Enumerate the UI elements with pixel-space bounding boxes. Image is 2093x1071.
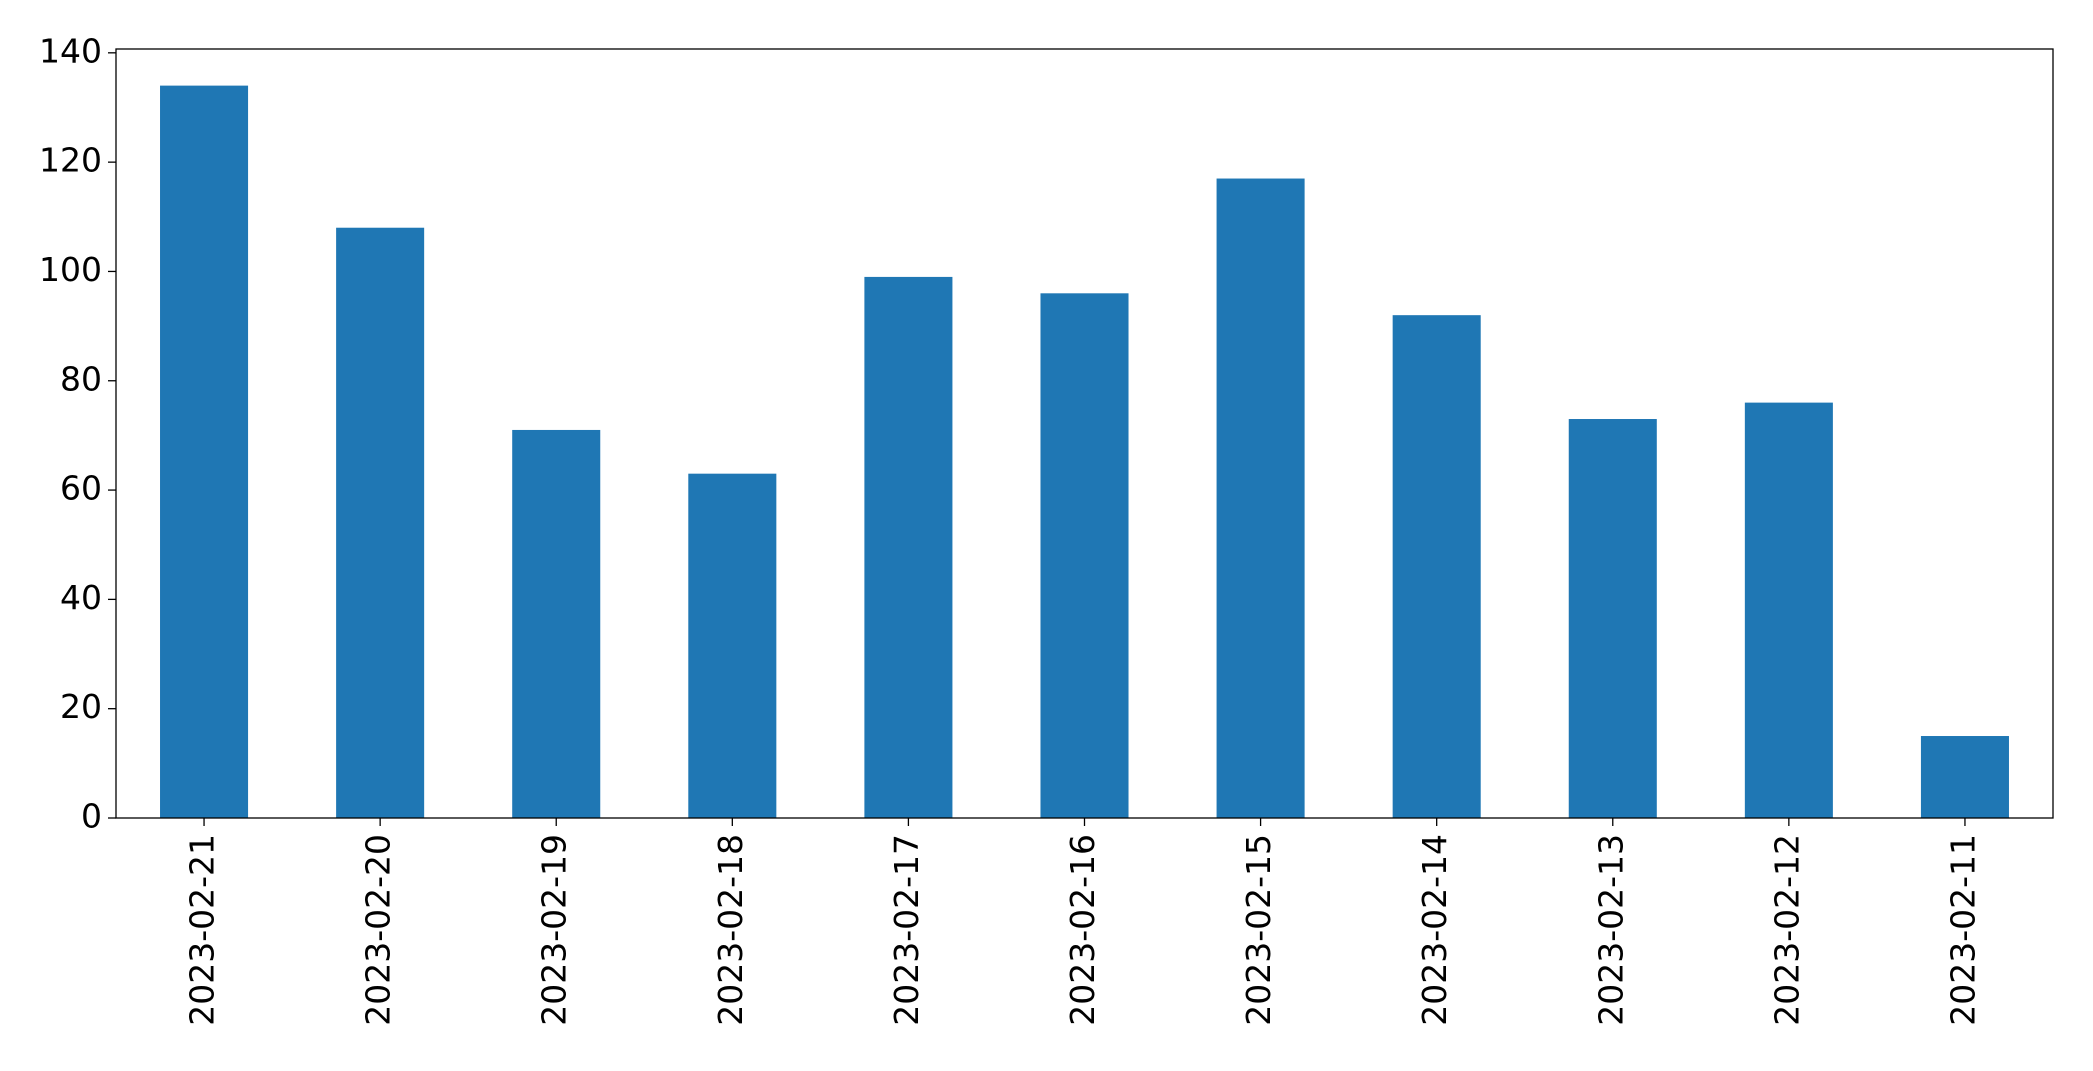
- bar: [336, 227, 425, 819]
- bar: [1392, 315, 1481, 818]
- x-tick-label: 2023-02-21: [183, 834, 222, 1026]
- bar: [1040, 293, 1129, 818]
- bar: [1216, 178, 1305, 818]
- x-tick-label: 2023-02-18: [711, 834, 750, 1026]
- x-tick-label: 2023-02-15: [1239, 834, 1278, 1026]
- y-tick-label: 80: [60, 359, 102, 398]
- bar: [1920, 736, 2009, 818]
- y-tick-label: 40: [60, 578, 102, 617]
- x-tick-label: 2023-02-12: [1767, 834, 1806, 1026]
- bar: [512, 429, 601, 818]
- x-tick-label: 2023-02-19: [535, 834, 574, 1026]
- y-tick-label: 60: [60, 469, 102, 508]
- bar: [1568, 419, 1657, 818]
- x-tick-label: 2023-02-20: [359, 834, 398, 1026]
- x-tick-label: 2023-02-14: [1415, 834, 1454, 1026]
- bar: [160, 85, 249, 819]
- y-tick-label: 120: [39, 141, 102, 180]
- x-tick-label: 2023-02-11: [1943, 834, 1982, 1026]
- y-tick-label: 100: [39, 250, 102, 289]
- bar: [1744, 402, 1833, 818]
- plot-frame: [115, 48, 2054, 819]
- y-tick-label: 0: [81, 797, 102, 836]
- y-tick-label: 20: [60, 687, 102, 726]
- x-tick-label: 2023-02-13: [1591, 834, 1630, 1026]
- x-tick-label: 2023-02-17: [887, 834, 926, 1026]
- x-tick-label: 2023-02-16: [1063, 834, 1102, 1026]
- bar: [688, 473, 777, 818]
- y-tick-label: 140: [39, 31, 102, 70]
- bar: [864, 276, 953, 818]
